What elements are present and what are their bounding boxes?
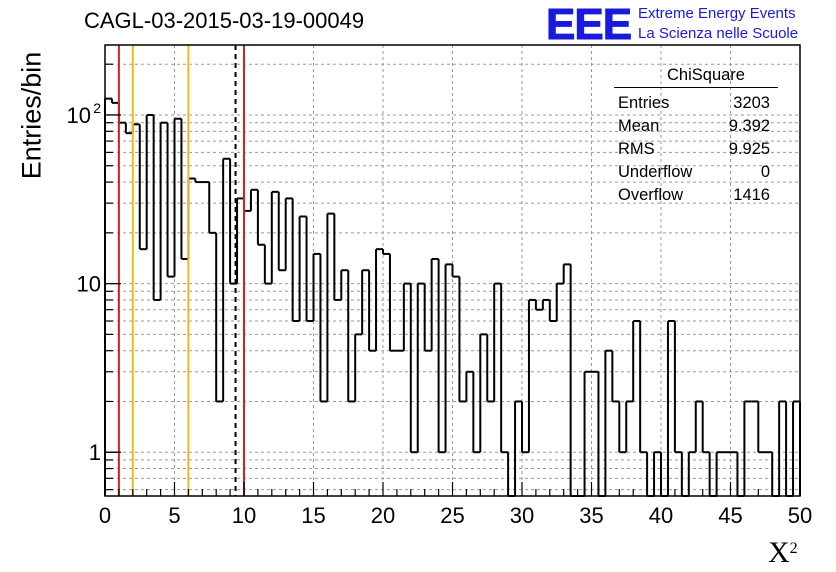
stats-label: RMS	[618, 140, 655, 158]
y-tick-label: 10	[77, 272, 101, 297]
stats-row-rms: RMS 9.925	[614, 140, 780, 163]
x-tick-label: 20	[371, 503, 395, 528]
stats-value: 0	[760, 163, 770, 181]
y-axis-label: Entries/bin	[16, 51, 47, 180]
stats-row-overflow: Overflow 1416	[614, 186, 780, 209]
stats-label: Entries	[618, 94, 670, 112]
x-tick-label: 30	[510, 503, 534, 528]
x-tick-label: 10	[232, 503, 256, 528]
eee-logo: EEE	[545, 0, 632, 50]
x-axis-label: X2	[768, 536, 798, 569]
stats-value: 3203	[733, 94, 770, 112]
stats-value: 9.392	[728, 117, 770, 135]
stats-value: 1416	[733, 186, 770, 204]
stats-row-underflow: Underflow 0	[614, 163, 780, 186]
x-tick-label: 5	[168, 503, 180, 528]
x-tick-label: 25	[440, 503, 464, 528]
x-tick-label: 35	[579, 503, 603, 528]
x-tick-label: 50	[788, 503, 812, 528]
stats-label: Underflow	[618, 163, 693, 181]
chart-title: CAGL-03-2015-03-19-00049	[84, 8, 365, 33]
y-tick-label: 1	[89, 440, 101, 465]
logo-line-1: Extreme Energy Events	[638, 5, 796, 22]
x-tick-label: 15	[301, 503, 325, 528]
x-tick-label: 45	[718, 503, 742, 528]
stats-label: Overflow	[618, 186, 684, 204]
stats-box: ChiSquare Entries 3203 Mean 9.392 RMS 9.…	[614, 66, 780, 209]
stats-box-title: ChiSquare	[614, 66, 778, 88]
y-tick-label: 10	[67, 103, 91, 128]
stats-row-entries: Entries 3203	[614, 94, 780, 117]
stats-label: Mean	[618, 117, 660, 135]
stats-row-mean: Mean 9.392	[614, 117, 780, 140]
logo-line-2: La Scienza nelle Scuole	[638, 25, 799, 42]
x-tick-label: 0	[99, 503, 111, 528]
y-tick-label-exponent: 2	[93, 100, 101, 116]
x-tick-label: 40	[649, 503, 673, 528]
stats-value: 9.925	[728, 140, 770, 158]
